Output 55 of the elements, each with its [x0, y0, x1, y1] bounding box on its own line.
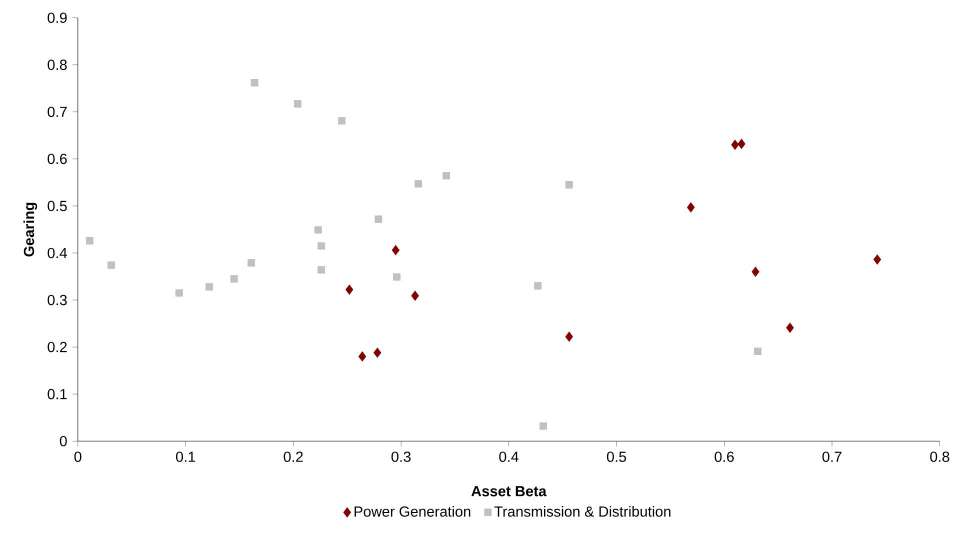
legend-label: Power Generation: [354, 506, 470, 517]
point: [86, 236, 94, 244]
point: [250, 78, 258, 86]
y-tick-label: 0.2: [48, 342, 67, 352]
y-tick-label: 0.7: [48, 106, 67, 117]
point: [248, 259, 256, 267]
y-tick-label: 0.6: [48, 154, 67, 164]
x-axis-title: Asset Beta: [471, 486, 547, 496]
point: [338, 117, 346, 124]
x-tick-label: 0.3: [391, 452, 411, 462]
y-tick-label: 0.1: [48, 388, 67, 400]
x-tick-label: 0.8: [930, 452, 950, 462]
point: [318, 242, 326, 250]
point: [294, 100, 302, 108]
y-tick-label: 0.4: [48, 248, 67, 258]
y-tick-label: 0.9: [48, 12, 67, 23]
point: [754, 348, 762, 355]
point: [206, 283, 214, 291]
point: [411, 290, 419, 301]
point: [873, 254, 882, 265]
point: [393, 273, 400, 281]
point: [175, 289, 183, 297]
point: [374, 348, 382, 358]
y-tick-label: 0.3: [48, 294, 67, 306]
x-tick-label: 0.7: [822, 452, 842, 462]
y-axis-title: Gearing: [23, 202, 38, 256]
point: [738, 138, 746, 149]
point: [374, 215, 382, 223]
x-tick-label: 0.1: [176, 452, 196, 462]
y-tick-label: 0.5: [48, 200, 67, 212]
point: [108, 261, 115, 269]
point: [534, 282, 542, 290]
point: [731, 140, 739, 150]
point: [540, 422, 548, 430]
x-tick-label: 0.5: [606, 452, 626, 462]
y-tick-label: 0.8: [48, 60, 67, 70]
point: [752, 266, 760, 277]
point: [346, 284, 354, 295]
point: [565, 332, 573, 342]
point: [358, 351, 366, 362]
point: [442, 172, 450, 180]
x-tick-label: 0.2: [284, 452, 303, 462]
point: [414, 180, 422, 188]
x-tick-label: 0.6: [714, 452, 734, 462]
x-tick-label: 0: [74, 452, 82, 462]
point: [318, 266, 326, 274]
point: [786, 322, 794, 333]
point: [392, 245, 400, 256]
point: [565, 180, 573, 188]
legend-label: Transmission & Distribution: [494, 506, 670, 517]
point: [687, 202, 695, 212]
point: [314, 226, 322, 234]
x-tick-label: 0.4: [499, 452, 519, 462]
point: [230, 275, 238, 283]
y-tick-label: 0: [60, 436, 67, 446]
